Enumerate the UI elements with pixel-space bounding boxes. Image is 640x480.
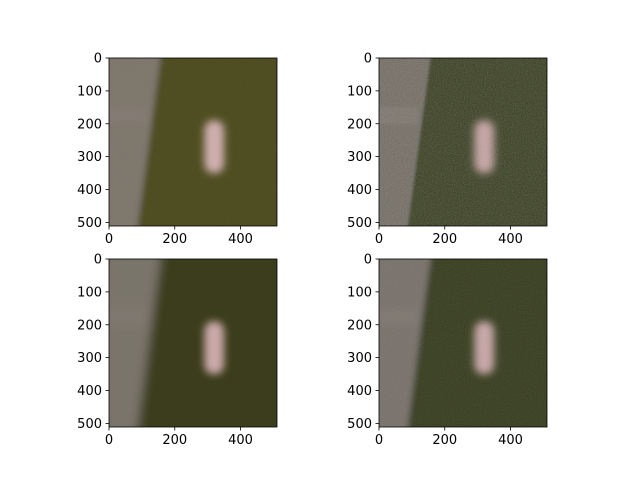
y-tick-label: 0: [364, 253, 372, 268]
x-tick-label: 400: [228, 433, 253, 448]
x-tick-label: 200: [162, 433, 187, 448]
y-tick-label: 0: [94, 253, 102, 268]
x-tick-label: 0: [375, 433, 383, 448]
y-tick-label: 400: [77, 384, 102, 399]
x-tick-label: 400: [498, 232, 523, 247]
y-tick-label: 100: [77, 84, 102, 99]
image-bottom-left: [109, 259, 277, 427]
y-tick-label: 300: [77, 351, 102, 366]
subplot-top-right: 0 200 400 0 100 200 300 400 500: [347, 52, 548, 247]
x-tick-label: 400: [228, 232, 253, 247]
axes-frame: [108, 258, 278, 428]
strip-region: [109, 259, 161, 427]
y-tick-label: 200: [347, 318, 372, 333]
image-bottom-right: [379, 259, 547, 427]
x-tick-label: 0: [375, 232, 383, 247]
noise-overlay: [379, 58, 547, 226]
y-tick-label: 500: [77, 216, 102, 231]
y-tick-label: 100: [347, 285, 372, 300]
x-tick-label: 0: [105, 232, 113, 247]
image-top-left: [109, 58, 277, 226]
y-tick-label: 300: [77, 150, 102, 165]
image-top-right: [379, 58, 547, 226]
y-tick-label: 500: [347, 216, 372, 231]
y-tick-label: 400: [77, 183, 102, 198]
subplot-bottom-left: 0 200 400 0 100 200 300 400 500: [77, 253, 278, 448]
y-tick-label: 200: [77, 318, 102, 333]
y-tick-label: 100: [347, 84, 372, 99]
axes-frame: [108, 57, 278, 227]
y-tick-label: 300: [347, 351, 372, 366]
y-tick-label: 200: [347, 117, 372, 132]
noise-overlay: [109, 58, 277, 226]
x-tick-label: 0: [105, 433, 113, 448]
x-tick-label: 400: [498, 433, 523, 448]
y-tick-label: 300: [347, 150, 372, 165]
y-tick-label: 500: [347, 417, 372, 432]
axes-frame: [378, 57, 548, 227]
y-tick-label: 0: [94, 52, 102, 67]
subplot-bottom-right: 0 200 400 0 100 200 300 400 500: [347, 253, 548, 448]
y-tick-label: 400: [347, 384, 372, 399]
y-tick-label: 0: [364, 52, 372, 67]
axes-frame: [378, 258, 548, 428]
y-tick-label: 400: [347, 183, 372, 198]
x-tick-label: 200: [432, 433, 457, 448]
y-tick-label: 200: [77, 117, 102, 132]
subplot-top-left: 0 200 400 0 100 200 300 400 500: [77, 52, 278, 247]
x-tick-label: 200: [432, 232, 457, 247]
noise-overlay: [379, 259, 547, 427]
spot-region: [204, 321, 225, 375]
y-tick-label: 500: [77, 417, 102, 432]
x-tick-label: 200: [162, 232, 187, 247]
y-tick-label: 100: [77, 285, 102, 300]
